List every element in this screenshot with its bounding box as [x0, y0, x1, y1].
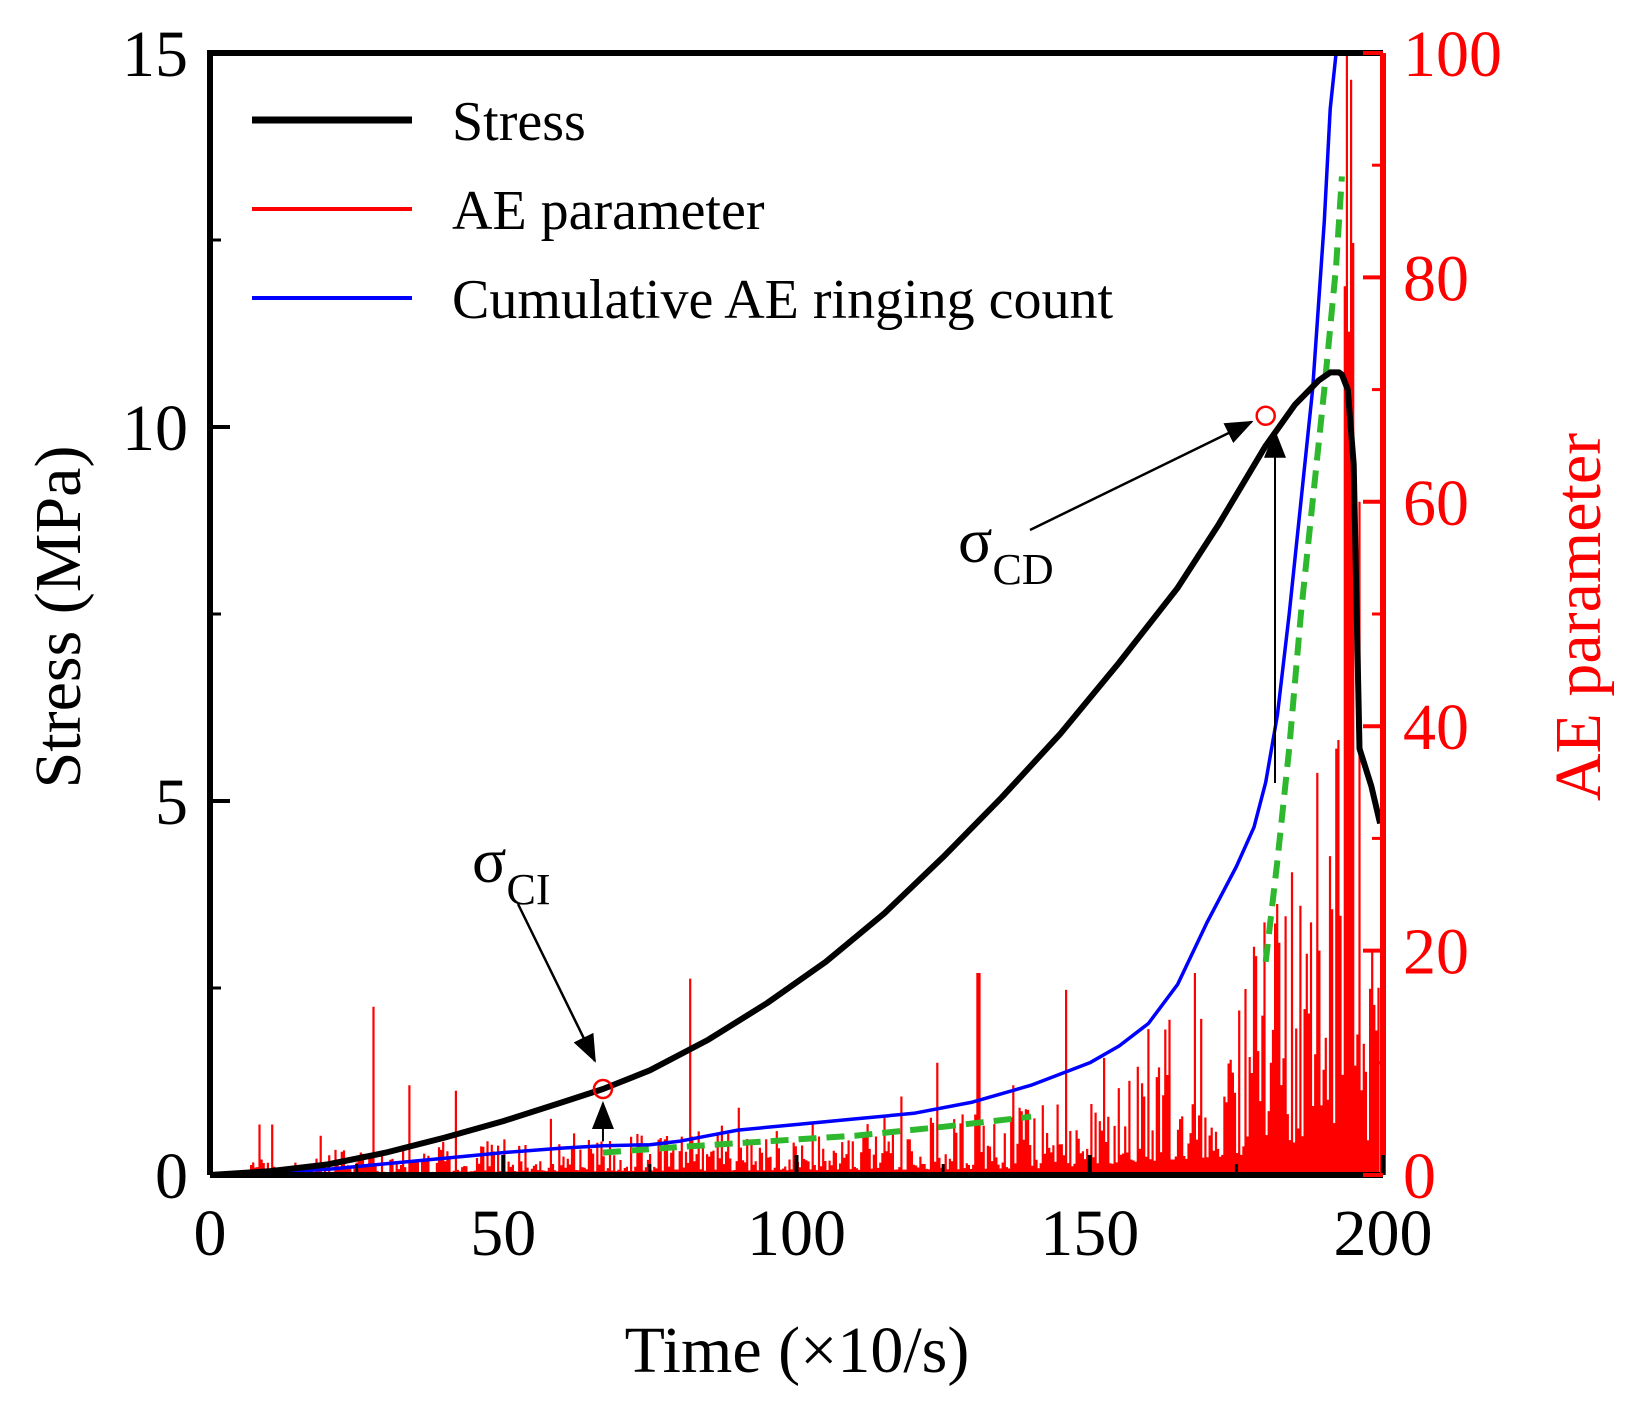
legend-label-ae: AE parameter	[452, 180, 765, 242]
fit-lines	[602, 176, 1345, 1156]
y-left-tick-label: 15	[122, 18, 188, 91]
cumulative-ae-series	[209, 52, 1338, 1177]
y-left-tick-label: 10	[122, 392, 188, 465]
plot-frame	[207, 50, 1386, 1178]
y-right-tick-label: 20	[1403, 916, 1469, 989]
stress-series	[209, 369, 1384, 1178]
x-tick-label: 150	[1040, 1197, 1139, 1270]
ae-parameter-bars	[250, 53, 1380, 1175]
fit-line-2	[1262, 176, 1345, 963]
x-axis-title: Time (×10/s)	[625, 1314, 970, 1387]
y-right-tick-label: 80	[1403, 242, 1469, 315]
x-tick-label: 50	[470, 1197, 536, 1270]
y-right-tick-label: 0	[1403, 1140, 1436, 1213]
cd-marker	[1255, 405, 1276, 427]
y-left-axis-title: Stress (MPa)	[22, 446, 95, 789]
frame-top-left	[207, 50, 1383, 1175]
y-right-tick-label: 40	[1403, 691, 1469, 764]
legend-label-cumulative: Cumulative AE ringing count	[452, 269, 1113, 331]
ci-marker	[592, 1078, 614, 1100]
cumulative-ae-line	[209, 52, 1338, 1177]
y-right-axis-title: AE parameter	[1542, 433, 1615, 801]
y-left-tick-label: 5	[155, 766, 188, 839]
x-tick-label: 200	[1334, 1197, 1433, 1270]
ci-label: σCI	[472, 825, 551, 914]
ci-arrow	[516, 903, 597, 1063]
y-left-tick-label: 0	[155, 1140, 188, 1213]
y-right-tick-label: 60	[1403, 467, 1469, 540]
x-tick-label: 100	[747, 1197, 846, 1270]
stress-line	[209, 369, 1384, 1178]
cd-arrow	[1029, 420, 1254, 532]
cd-label: σCD	[958, 505, 1054, 594]
annotations: σCI σCD	[472, 405, 1286, 1142]
x-tick-label: 0	[194, 1197, 227, 1270]
fit-line-1	[602, 1113, 1032, 1156]
legend: Stress AE parameter Cumulative AE ringing …	[252, 91, 1113, 331]
ae-parameter-bar-set	[250, 53, 1380, 1175]
y-right-tick-label: 100	[1403, 18, 1502, 91]
legend-label-stress: Stress	[452, 91, 586, 153]
